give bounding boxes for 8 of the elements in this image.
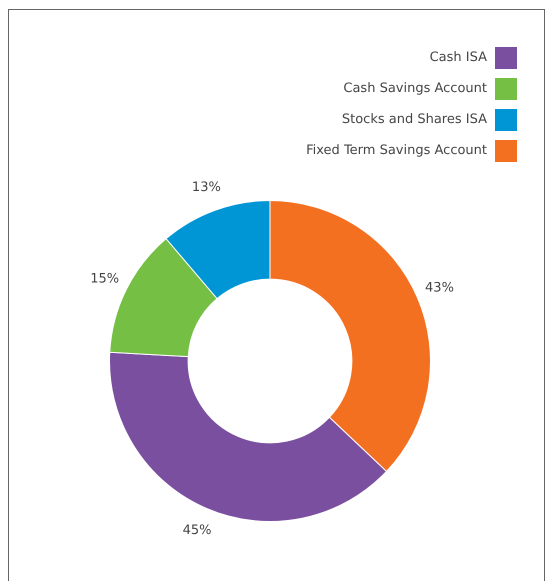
data-label: 45% [182, 522, 212, 538]
legend-label: Cash ISA [430, 50, 487, 65]
legend-label: Cash Savings Account [343, 81, 487, 96]
legend-label: Stocks and Shares ISA [342, 112, 487, 127]
legend-label: Fixed Term Savings Account [306, 143, 487, 158]
data-label: 13% [192, 180, 221, 196]
data-label: 15% [90, 271, 120, 286]
data-label: 43% [425, 280, 454, 296]
